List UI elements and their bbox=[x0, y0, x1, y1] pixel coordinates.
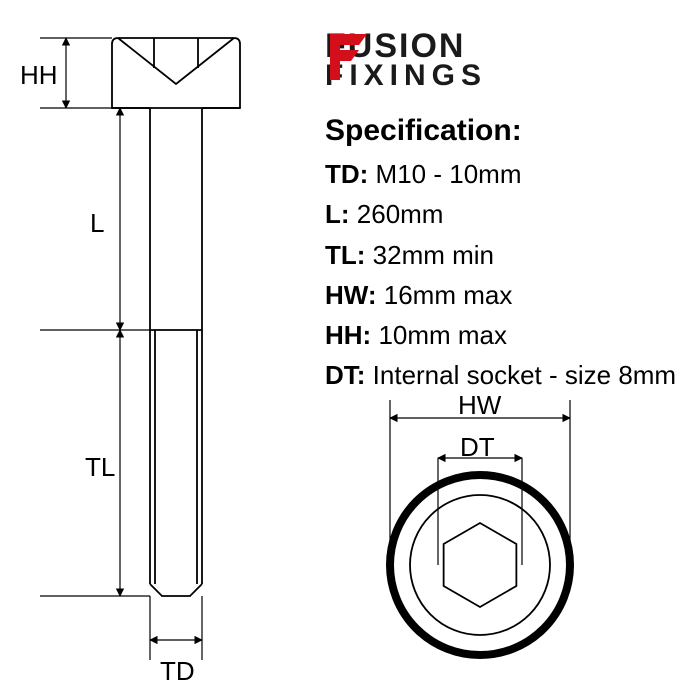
spec-row: DT: Internal socket - size 8mm bbox=[325, 355, 685, 395]
spec-value: 32mm min bbox=[365, 240, 494, 270]
dim-label-tl: TL bbox=[85, 452, 115, 483]
spec-value: 16mm max bbox=[377, 280, 513, 310]
dim-label-td: TD bbox=[160, 656, 195, 687]
spec-value: M10 - 10mm bbox=[368, 159, 521, 189]
spec-key: TD: bbox=[325, 159, 368, 189]
spec-row: TL: 32mm min bbox=[325, 235, 685, 275]
spec-value: 260mm bbox=[350, 199, 444, 229]
spec-key: HW: bbox=[325, 280, 377, 310]
spec-key: L: bbox=[325, 199, 350, 229]
spec-row: HH: 10mm max bbox=[325, 315, 685, 355]
spec-key: DT: bbox=[325, 360, 365, 390]
brand-logo: FUSION FIXINGS bbox=[325, 30, 487, 91]
dim-label-hh: HH bbox=[20, 60, 58, 91]
spec-value: 10mm max bbox=[371, 320, 507, 350]
spec-title: Specification: bbox=[325, 114, 685, 148]
spec-row: HW: 16mm max bbox=[325, 275, 685, 315]
logo-mark-icon bbox=[325, 30, 379, 84]
dim-label-dt: DT bbox=[460, 432, 495, 463]
dim-label-l: L bbox=[90, 208, 104, 239]
spec-row: TD: M10 - 10mm bbox=[325, 154, 685, 194]
page: HH L TL TD HW DT FUSION FIXINGS Specific… bbox=[0, 0, 700, 700]
spec-key: HH: bbox=[325, 320, 371, 350]
spec-row: L: 260mm bbox=[325, 194, 685, 234]
spec-value: Internal socket - size 8mm bbox=[365, 360, 676, 390]
spec-key: TL: bbox=[325, 240, 365, 270]
specification-block: Specification: TD: M10 - 10mmL: 260mmTL:… bbox=[325, 114, 685, 396]
